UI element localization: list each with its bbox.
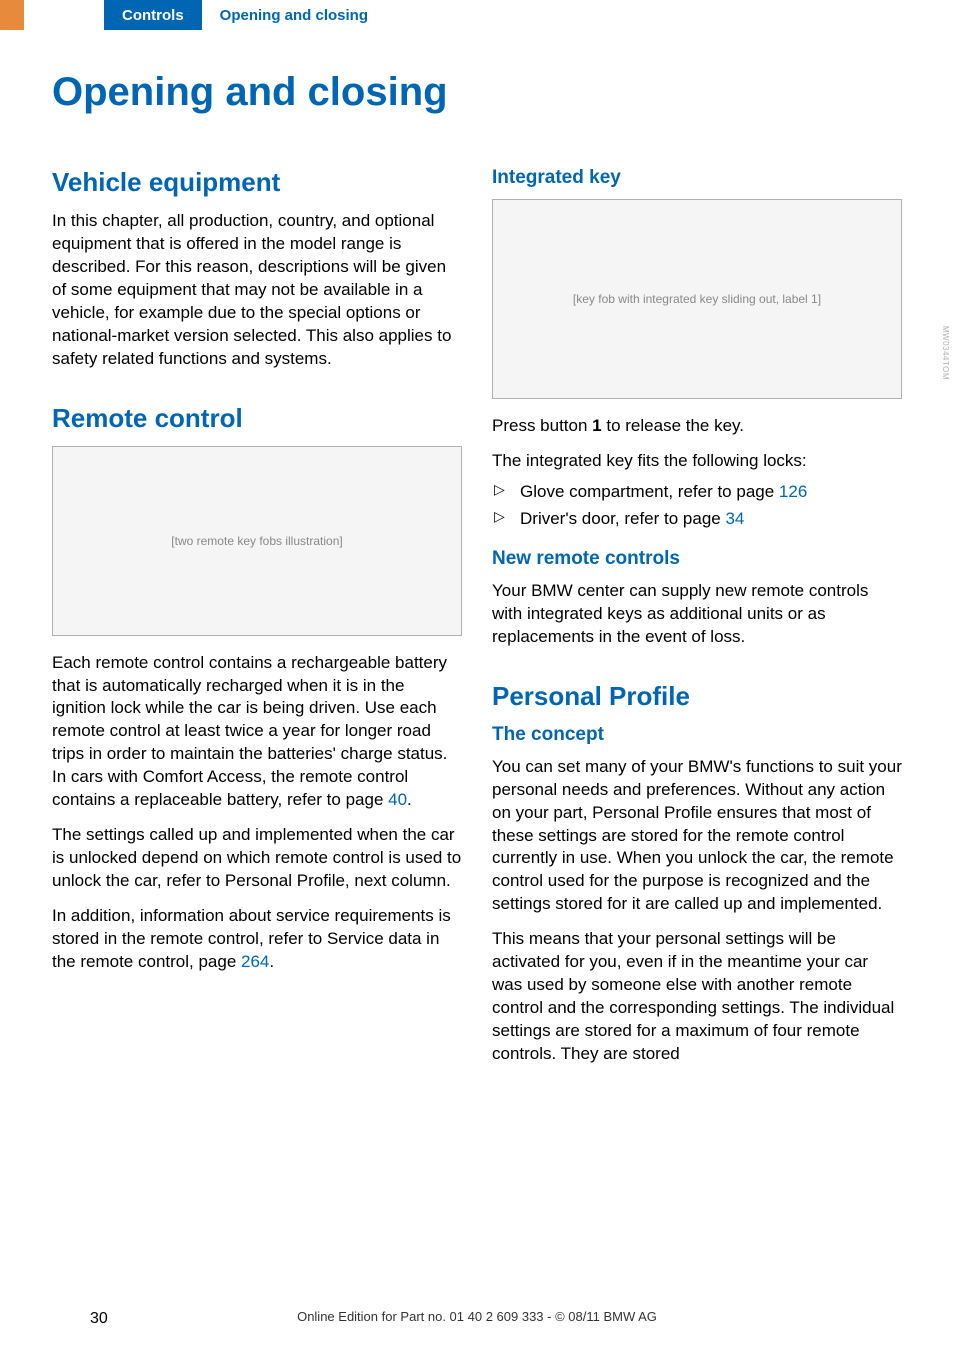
side-label: MW0344TOM (941, 326, 950, 380)
list-item-driver-door-text: Driver's door, refer to page (520, 509, 725, 528)
page-title: Opening and closing (52, 70, 902, 115)
integrated-key-p1-a: Press button (492, 416, 592, 435)
subsection-new-remote-controls: New remote controls (492, 548, 902, 570)
subsection-integrated-key: Integrated key (492, 167, 902, 189)
right-column: Integrated key [key fob with integrated … (492, 167, 902, 1078)
remote-control-image-alt: [two remote key fobs illustration] (171, 534, 342, 548)
vehicle-equipment-body: In this chapter, all production, country… (52, 210, 462, 371)
remote-control-image: [two remote key fobs illustration] (52, 446, 462, 636)
page-link-34[interactable]: 34 (725, 509, 744, 528)
page-link-264[interactable]: 264 (241, 952, 269, 971)
section-vehicle-equipment: Vehicle equipment (52, 167, 462, 198)
integrated-key-image: [key fob with integrated key sliding out… (492, 199, 902, 399)
the-concept-p1: You can set many of your BMW's functions… (492, 756, 902, 917)
section-remote-control: Remote control (52, 403, 462, 434)
breadcrumb: Opening and closing (202, 0, 386, 30)
remote-control-p3: In addition, information about service r… (52, 905, 462, 974)
remote-control-p1-a: Each remote control contains a rechargea… (52, 653, 447, 810)
footer-edition-line: Online Edition for Part no. 01 40 2 609 … (0, 1309, 954, 1324)
breadcrumb-label: Opening and closing (220, 7, 368, 24)
integrated-key-p1-b: to release the key. (602, 416, 744, 435)
orange-accent-block (0, 0, 24, 30)
page-link-40[interactable]: 40 (388, 790, 407, 809)
remote-control-p2: The settings called up and implemented w… (52, 824, 462, 893)
integrated-key-p1-bold: 1 (592, 416, 601, 435)
integrated-key-list: Glove compartment, refer to page 126 Dri… (492, 479, 902, 532)
top-header-bar: Controls Opening and closing (0, 0, 954, 30)
list-item-glove: Glove compartment, refer to page 126 (492, 479, 902, 505)
page-container: Controls Opening and closing Opening and… (0, 0, 954, 1352)
integrated-key-p1: Press button 1 to release the key. (492, 415, 902, 438)
remote-control-p1: Each remote control contains a rechargea… (52, 652, 462, 813)
subsection-the-concept: The concept (492, 724, 902, 746)
list-item-glove-text: Glove compartment, refer to page (520, 482, 779, 501)
list-item-driver-door: Driver's door, refer to page 34 (492, 506, 902, 532)
two-column-layout: Vehicle equipment In this chapter, all p… (52, 167, 902, 1078)
integrated-key-image-alt: [key fob with integrated key sliding out… (573, 292, 821, 306)
content-area: Opening and closing Vehicle equipment In… (0, 70, 954, 1078)
integrated-key-p2: The integrated key fits the following lo… (492, 450, 902, 473)
the-concept-p2: This means that your personal settings w… (492, 928, 902, 1066)
remote-control-p1-b: . (407, 790, 412, 809)
remote-control-p3-b: . (269, 952, 274, 971)
section-personal-profile: Personal Profile (492, 681, 902, 712)
left-column: Vehicle equipment In this chapter, all p… (52, 167, 462, 1078)
controls-tab-label: Controls (122, 7, 184, 24)
page-link-126[interactable]: 126 (779, 482, 807, 501)
new-remote-controls-body: Your BMW center can supply new remote co… (492, 580, 902, 649)
controls-tab: Controls (104, 0, 202, 30)
